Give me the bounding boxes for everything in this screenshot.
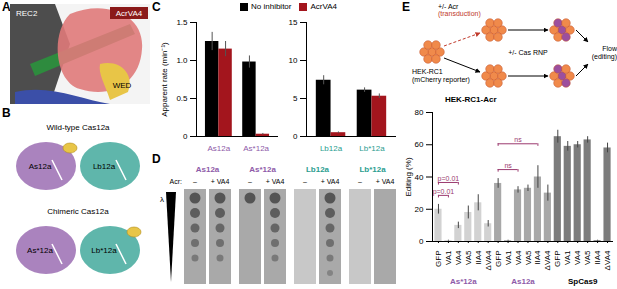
svg-text:ΔVA4: ΔVA4 [484,250,493,270]
svg-text:VA4: VA4 [573,250,582,265]
html-text:HEK-RC1-Acr: HEK-RC1-Acr [445,95,497,104]
svg-text:20: 20 [415,205,424,214]
svg-text:VA5: VA5 [583,250,592,265]
svg-text:As*12a: As*12a [249,165,276,174]
svg-text:80: 80 [415,108,424,117]
svg-text:Editing (%): Editing (%) [404,157,413,196]
svg-text:0: 0 [183,132,188,141]
svg-text:–: – [193,178,197,185]
svg-text:+ VA4: + VA4 [266,178,285,185]
svg-text:As*12a: As*12a [243,144,269,153]
svg-text:As*12a: As*12a [27,246,53,255]
svg-text:+/- Acr: +/- Acr [438,3,459,10]
svg-text:IIA4: IIA4 [474,250,483,265]
svg-text:GFP: GFP [553,251,562,267]
svg-text:As*12a: As*12a [450,277,477,286]
svg-text:VA1: VA1 [563,250,572,265]
svg-text:λ: λ [160,195,164,204]
svg-text:p=0.01: p=0.01 [438,175,460,183]
svg-text:1.0: 1.0 [176,56,188,65]
svg-text:40: 40 [415,173,424,182]
svg-text:Wild-type Cas12a: Wild-type Cas12a [46,123,110,132]
svg-text:p=0.01: p=0.01 [433,188,455,196]
svg-text:+ VA4: + VA4 [211,178,230,185]
svg-text:IIA4: IIA4 [533,250,542,265]
svg-text:As12a: As12a [196,165,220,174]
html-text:C: C [152,0,161,14]
svg-text:HEK-RC1: HEK-RC1 [412,68,443,75]
svg-text:–: – [303,178,307,185]
svg-text:VA4: VA4 [454,250,463,265]
svg-text:1.5: 1.5 [176,18,188,27]
svg-text:GFP: GFP [434,251,443,267]
svg-text:0: 0 [419,237,424,246]
html-text:No inhibitor: No inhibitor [251,2,292,11]
svg-text:Flow: Flow [602,45,617,52]
svg-text:+/- Cas RNP: +/- Cas RNP [508,49,548,56]
svg-text:Lb*12a: Lb*12a [91,246,117,255]
svg-text:+ VA4: + VA4 [321,178,340,185]
svg-text:GFP: GFP [494,251,503,267]
svg-text:As12a: As12a [511,277,535,286]
html-text:E: E [402,0,410,14]
html-text:D: D [152,152,161,166]
svg-text:–: – [358,178,362,185]
svg-text:Lb*12a: Lb*12a [359,144,385,153]
svg-text:15: 15 [289,18,298,27]
svg-text:Apparent rate (min⁻¹): Apparent rate (min⁻¹) [160,42,169,117]
svg-text:AcrVA4: AcrVA4 [116,9,143,18]
svg-text:(editing): (editing) [592,53,617,61]
svg-text:ΔVA4: ΔVA4 [543,250,552,270]
svg-text:ΔVA4: ΔVA4 [603,250,612,270]
svg-text:(transduction): (transduction) [438,10,481,18]
svg-text:As12a: As12a [29,162,52,171]
html-text:B: B [2,106,11,120]
svg-text:Lb*12a: Lb*12a [359,165,386,174]
svg-text:Chimeric Cas12a: Chimeric Cas12a [47,207,109,216]
svg-text:ns: ns [514,136,522,143]
svg-text:Lb12a: Lb12a [93,162,116,171]
svg-text:As12a: As12a [208,144,231,153]
html-text:A: A [2,0,11,14]
svg-text:Lb12a: Lb12a [320,144,343,153]
svg-text:VA5: VA5 [464,250,473,265]
svg-text:VA1: VA1 [504,250,513,265]
svg-text:WED: WED [113,81,132,90]
html-text:AcrVA4: AcrVA4 [310,2,337,11]
svg-text:IIA4: IIA4 [593,250,602,265]
svg-text:60: 60 [415,140,424,149]
svg-text:SpCas9: SpCas9 [568,277,598,286]
svg-text:0.5: 0.5 [176,94,188,103]
svg-text:ns: ns [504,162,512,169]
svg-text:Lb12a: Lb12a [306,165,330,174]
svg-text:(mCherry reporter): (mCherry reporter) [412,76,470,84]
svg-text:–: – [248,178,252,185]
svg-text:REC2: REC2 [16,9,38,18]
svg-text:10: 10 [289,56,298,65]
svg-text:0: 0 [293,132,298,141]
svg-text:5: 5 [293,94,298,103]
svg-text:VA5: VA5 [524,250,533,265]
svg-text:VA1: VA1 [444,250,453,265]
svg-text:VA4: VA4 [514,250,523,265]
svg-text:Acr:: Acr: [170,178,183,185]
svg-text:+ VA4: + VA4 [376,178,395,185]
